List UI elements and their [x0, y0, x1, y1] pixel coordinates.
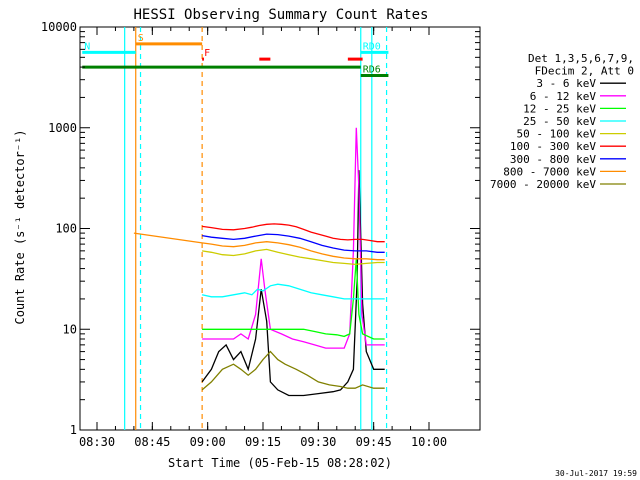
- y-tick-label-2: 100: [55, 222, 77, 236]
- series-line-6: [201, 233, 385, 253]
- series-line-5: [202, 223, 385, 243]
- legend-label-2: 12 - 25 keV: [523, 102, 596, 115]
- y-tick-label-3: 1000: [48, 121, 77, 135]
- series-line-0: [201, 170, 385, 397]
- series-line-1: [202, 127, 385, 349]
- x-tick-label-2: 09:00: [190, 435, 226, 449]
- series-line-7: [133, 232, 385, 261]
- legend-label-1: 6 - 12 keV: [530, 90, 597, 103]
- x-axis-label: Start Time (05-Feb-15 08:28:02): [168, 456, 392, 470]
- x-tick-label-0: 08:30: [79, 435, 115, 449]
- flag-label-7: RD6: [363, 65, 381, 76]
- y-tick-label-4: 10000: [41, 20, 77, 34]
- x-tick-label-4: 09:30: [300, 435, 336, 449]
- legend: Det 1,3,5,6,7,9,FDecim 2, Att 03 - 6 keV…: [490, 52, 634, 191]
- y-axis-label: Count Rate (s⁻¹ detector⁻¹): [13, 129, 27, 324]
- flag-bars: S N F RD0 RD6: [82, 33, 389, 78]
- legend-header-1: FDecim 2, Att 0: [535, 65, 634, 78]
- series-line-8: [201, 350, 385, 391]
- x-tick-label-3: 09:15: [245, 435, 281, 449]
- x-tick-label-6: 10:00: [411, 435, 447, 449]
- legend-header-0: Det 1,3,5,6,7,9,: [528, 52, 634, 65]
- chart-title: HESSI Observing Summary Count Rates: [133, 7, 428, 23]
- flag-label-2: F: [204, 48, 210, 59]
- legend-label-3: 25 - 50 keV: [523, 115, 596, 128]
- legend-label-0: 3 - 6 keV: [536, 77, 596, 90]
- series-line-4: [202, 248, 385, 266]
- legend-label-5: 100 - 300 keV: [510, 140, 596, 153]
- series-line-2: [202, 258, 385, 340]
- flag-label-5: RD0: [363, 41, 381, 52]
- series-lines: [133, 127, 385, 397]
- legend-label-4: 50 - 100 keV: [517, 128, 597, 141]
- flag-label-0: S: [138, 33, 144, 44]
- legend-label-7: 800 - 7000 keV: [503, 165, 596, 178]
- series-line-3: [201, 283, 385, 300]
- footer-date: 30-Jul-2017 19:59: [555, 469, 637, 478]
- y-tick-label-1: 10: [63, 322, 77, 336]
- flag-label-1: N: [84, 41, 90, 52]
- axis-ticks: 08:30 08:45 09:00 09:15 09:30 09:45 10:00 1 10 10…: [41, 20, 480, 449]
- x-tick-label-5: 09:45: [356, 435, 392, 449]
- y-tick-label-0: 1: [70, 423, 77, 437]
- marker-lines: [124, 27, 388, 430]
- x-tick-label-1: 08:45: [134, 435, 170, 449]
- legend-label-8: 7000 - 20000 keV: [490, 178, 596, 191]
- legend-label-6: 300 - 800 keV: [510, 153, 596, 166]
